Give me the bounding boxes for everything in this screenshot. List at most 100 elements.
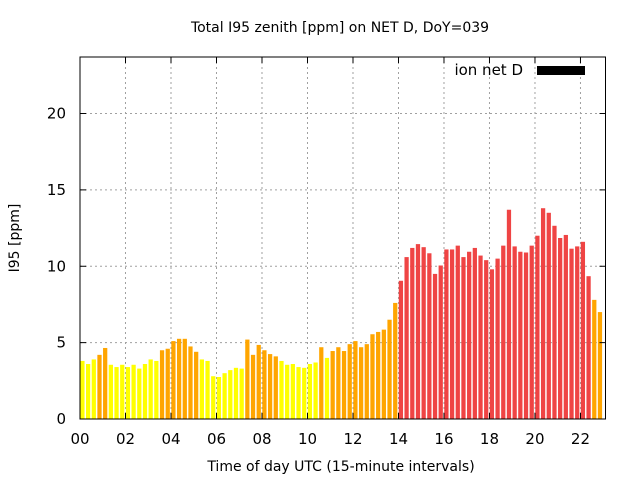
bar (171, 341, 176, 419)
bar (489, 269, 495, 419)
bar (296, 367, 301, 419)
bar (80, 360, 85, 419)
bar (467, 251, 472, 419)
bar (256, 344, 261, 419)
bar (336, 347, 341, 419)
bar (307, 364, 313, 419)
bar (569, 248, 574, 419)
x-tick-label: 12 (343, 430, 362, 448)
bar (597, 312, 603, 419)
x-tick-label: 10 (298, 430, 317, 448)
bar (233, 367, 239, 419)
x-axis-label: Time of day UTC (15-minute intervals) (206, 459, 474, 475)
bar (432, 273, 438, 419)
bar (142, 364, 148, 419)
axes (79, 56, 606, 420)
bar (250, 354, 256, 419)
legend: ion net D (454, 61, 585, 79)
bar (387, 319, 392, 419)
x-tick-label: 04 (161, 430, 180, 448)
chart-title: Total I95 zenith [ppm] on NET D, DoY=039 (190, 20, 489, 36)
bar (393, 302, 398, 419)
y-tick-label: 0 (56, 410, 66, 428)
x-tick-label: 22 (571, 430, 590, 448)
bar (404, 257, 409, 419)
bar (159, 350, 165, 419)
bar (438, 265, 443, 419)
bar (501, 245, 506, 419)
bar (563, 234, 568, 419)
bar (148, 359, 153, 419)
bar (529, 245, 534, 419)
bar (165, 348, 170, 419)
bar (341, 351, 347, 419)
bar (455, 245, 460, 419)
bar (449, 249, 455, 419)
y-tick-label: 5 (56, 334, 66, 352)
x-tick-label: 20 (525, 430, 544, 448)
bar (347, 344, 352, 419)
bar (586, 276, 591, 419)
bar (324, 357, 330, 419)
bar (506, 209, 512, 419)
y-tick-label: 15 (47, 181, 66, 199)
bar (222, 373, 227, 419)
legend-swatch (537, 66, 585, 75)
bar (370, 334, 375, 419)
x-tick-labels: 00 02 04 06 08 10 12 14 16 18 20 22 (70, 430, 590, 448)
x-tick-label: 06 (207, 430, 226, 448)
bar (472, 247, 477, 419)
bar (398, 280, 404, 419)
bar (273, 356, 278, 419)
bar (427, 253, 432, 419)
grid-lines (80, 57, 606, 419)
bar (512, 246, 517, 419)
bar (199, 359, 204, 419)
y-tick-labels: 0 5 10 15 20 (47, 105, 66, 428)
bar (205, 360, 210, 419)
bar (103, 347, 108, 419)
bar (108, 364, 113, 419)
bar (97, 354, 102, 419)
bar (239, 368, 244, 419)
bar (188, 346, 193, 419)
bar (376, 331, 381, 419)
y-tick-label: 20 (47, 105, 66, 123)
bar (120, 364, 125, 419)
bar (279, 360, 284, 419)
bar (216, 376, 222, 419)
bar (302, 367, 307, 419)
bar (290, 364, 295, 419)
x-tick-label: 14 (389, 430, 408, 448)
x-tick-label: 02 (116, 430, 135, 448)
x-tick-label: 16 (434, 430, 453, 448)
bar (131, 364, 136, 419)
bars (80, 208, 603, 419)
bar (353, 341, 358, 419)
bar (535, 235, 540, 419)
bar (410, 247, 415, 419)
bar (364, 344, 369, 419)
bar (540, 208, 546, 419)
bar (478, 255, 483, 419)
bar (523, 252, 529, 419)
bar (262, 350, 267, 419)
bar (245, 339, 250, 419)
bar (228, 370, 233, 419)
bar (444, 249, 449, 419)
x-tick-label: 18 (480, 430, 499, 448)
bar (518, 251, 523, 419)
bar (285, 364, 290, 419)
plot-border (79, 56, 606, 420)
y-axis-label: I95 [ppm] (7, 204, 23, 273)
bar (137, 368, 142, 419)
x-tick-label: 08 (252, 430, 271, 448)
bar (125, 367, 131, 419)
bar (558, 238, 563, 419)
bar (85, 364, 91, 419)
bar (176, 338, 182, 419)
bar (592, 299, 597, 419)
bar (484, 260, 489, 419)
y-tick-label: 10 (47, 257, 66, 275)
bar (415, 244, 421, 419)
